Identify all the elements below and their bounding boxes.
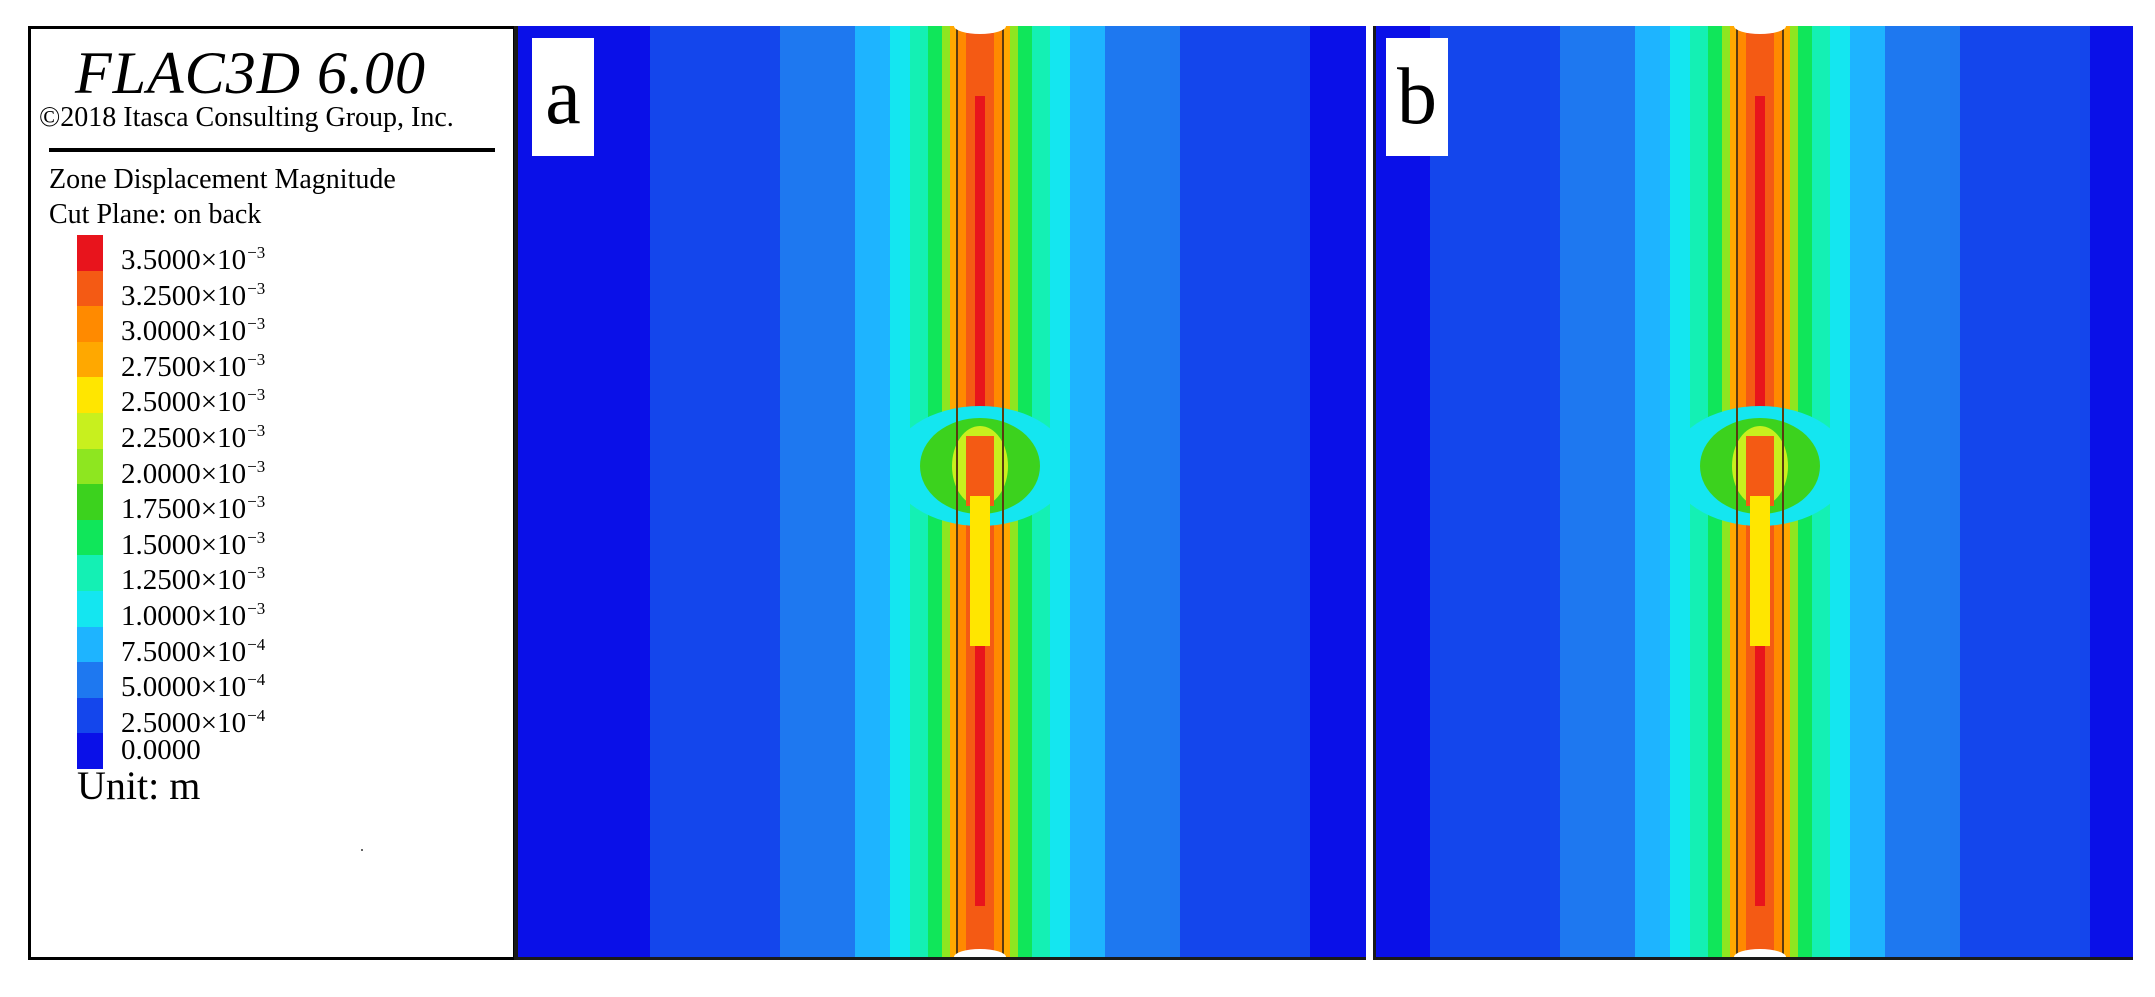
- scale-tick-label: 2.5000×10−3: [121, 385, 266, 419]
- quantity-label: Zone Displacement Magnitude: [49, 164, 396, 195]
- scale-tick-label: 7.5000×10−4: [121, 634, 266, 668]
- contour-plot-a: a: [514, 26, 1366, 960]
- scale-tick-label: 1.2500×10−3: [121, 563, 266, 597]
- unit-label: Unit: m: [77, 763, 201, 808]
- scale-tick-label: 5.0000×10−4: [121, 670, 266, 704]
- bore-edge: [956, 26, 958, 957]
- bore-opening: [954, 26, 1006, 34]
- scale-swatch: [77, 448, 103, 485]
- scale-swatch: [77, 306, 103, 342]
- scale-swatch: [77, 555, 103, 591]
- contour-band: [1750, 496, 1770, 646]
- panel-tag-b: b: [1386, 38, 1448, 156]
- contour-peak: [975, 96, 985, 426]
- contour-peak: [975, 566, 985, 906]
- scale-tick-label: 3.0000×10−3: [121, 314, 266, 348]
- legend-panel: FLAC3D 6.00 ©2018 Itasca Consulting Grou…: [28, 26, 516, 960]
- panel-tag-a: a: [532, 38, 594, 156]
- scale-swatch: [77, 519, 103, 556]
- software-title: FLAC3D 6.00: [75, 40, 427, 106]
- color-scale: [77, 235, 103, 769]
- scale-tick-label: 3.2500×10−3: [121, 278, 266, 312]
- scale-swatch: [77, 590, 103, 627]
- copyright-text: ©2018 Itasca Consulting Group, Inc.: [39, 102, 454, 133]
- bore-opening: [1734, 26, 1786, 34]
- scale-swatch: [77, 377, 103, 413]
- contour-core: [966, 436, 994, 506]
- scale-swatch: [77, 412, 103, 449]
- contour-peak: [1755, 566, 1765, 906]
- scale-swatch: [77, 235, 103, 271]
- scale-tick-label: 2.0000×10−3: [121, 456, 266, 490]
- contour-peak: [1755, 96, 1765, 426]
- scale-tick-label: 2.5000×10−4: [121, 705, 266, 739]
- scale-tick-label: 2.2500×10−3: [121, 420, 266, 454]
- contour-image-a: [650, 26, 1310, 957]
- scale-labels: 3.5000×10−3 3.2500×10−3 3.0000×10−3 2.7500×…: [121, 235, 265, 769]
- scale-swatch: [77, 697, 103, 734]
- legend-divider: [49, 148, 495, 152]
- bore-opening: [1734, 949, 1786, 957]
- scale-tick-label: 1.7500×10−3: [121, 492, 266, 526]
- scale-tick-label: 0.0000: [121, 734, 201, 767]
- bore-edge: [1736, 26, 1738, 957]
- bore-edge: [1782, 26, 1784, 957]
- bore-opening: [954, 949, 1006, 957]
- contour-plot-b: b: [1373, 26, 2133, 960]
- scale-swatch: [77, 626, 103, 663]
- scale-swatch: [77, 662, 103, 698]
- contour-image-b: [1430, 26, 2090, 957]
- contour-core: [1746, 436, 1774, 506]
- scale-swatch: [77, 341, 103, 378]
- speck: [361, 849, 363, 851]
- bore-edge: [1002, 26, 1004, 957]
- scale-tick-label: 1.0000×10−3: [121, 598, 266, 632]
- scale-tick-label: 1.5000×10−3: [121, 527, 266, 561]
- scale-swatch: [77, 270, 103, 307]
- scale-tick-label: 2.7500×10−3: [121, 349, 266, 383]
- scale-swatch: [77, 733, 103, 769]
- cut-plane-label: Cut Plane: on back: [49, 199, 262, 230]
- scale-swatch: [77, 484, 103, 520]
- scale-tick-label: 3.5000×10−3: [121, 243, 266, 276]
- contour-band: [970, 496, 990, 646]
